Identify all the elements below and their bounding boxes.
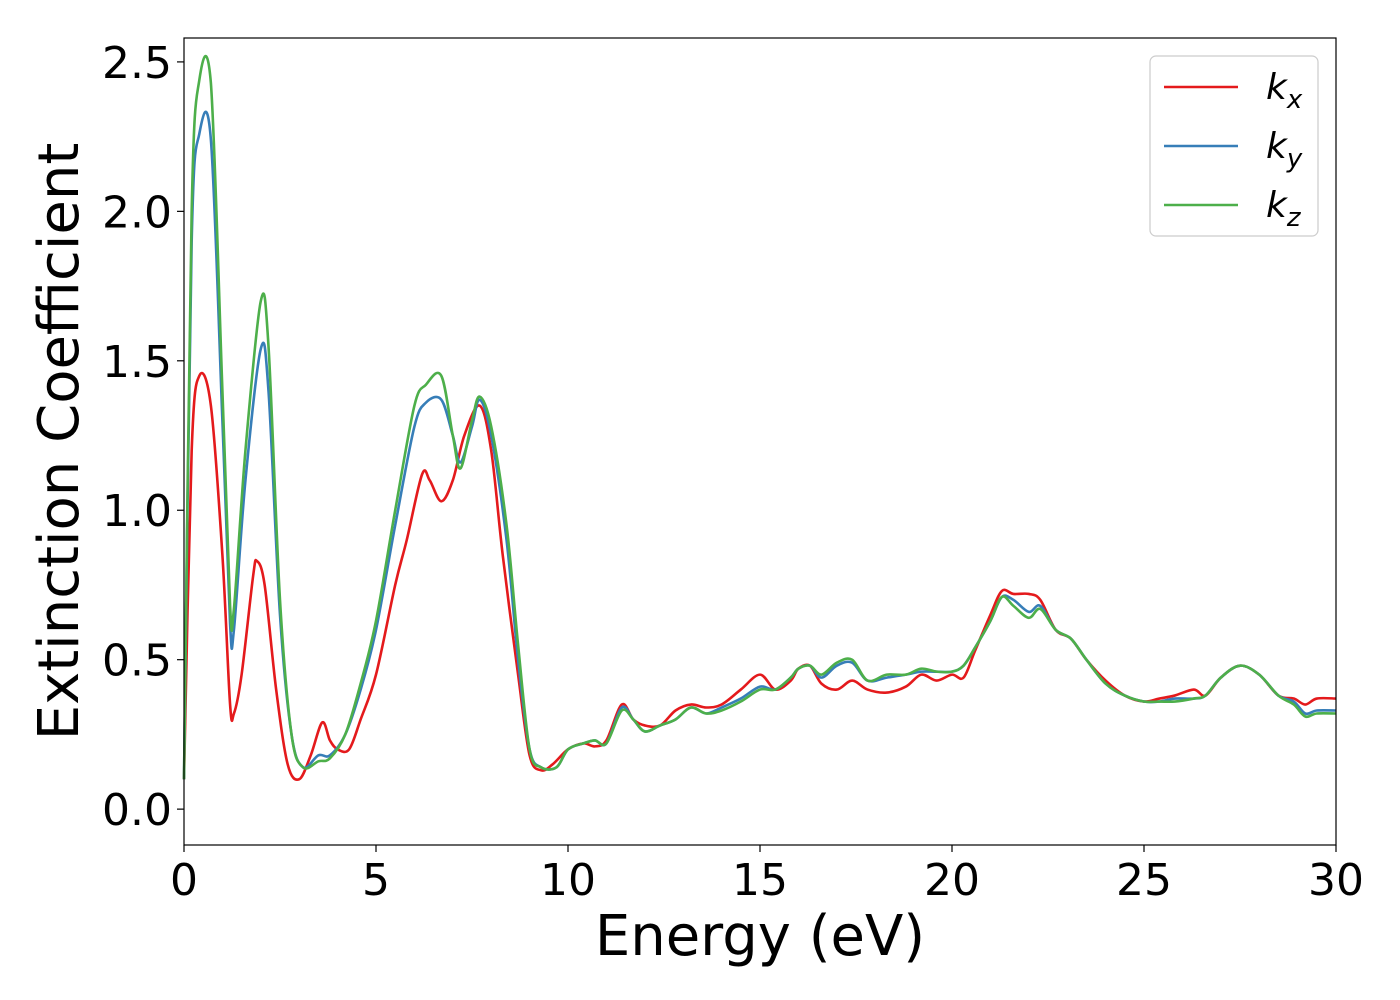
plot-lines <box>182 54 1337 781</box>
x-tick-label: 0 <box>170 855 198 906</box>
y-tick-label: 1.5 <box>102 337 172 388</box>
y-tick-label: 0.0 <box>102 785 172 836</box>
legend: kx ky kz <box>1149 55 1319 237</box>
x-tick-label: 30 <box>1308 855 1364 906</box>
x-tick-label: 10 <box>540 855 596 906</box>
legend-label-z: kz <box>1266 185 1302 233</box>
y-tick-label: 1.0 <box>102 486 172 537</box>
series-line-z <box>182 54 1337 780</box>
legend-label-x: kx <box>1266 67 1303 115</box>
y-tick-label: 2.5 <box>102 38 172 89</box>
x-tick-label: 20 <box>924 855 980 906</box>
y-tick-label: 0.5 <box>102 636 172 687</box>
x-tick-label: 5 <box>362 855 390 906</box>
x-tick-label: 25 <box>1116 855 1172 906</box>
series-line-x <box>182 371 1337 781</box>
x-axis-title: Energy (eV) <box>595 904 925 969</box>
legend-label-y: ky <box>1266 126 1303 174</box>
x-tick-label: 15 <box>732 855 788 906</box>
y-axis: 0.0 0.5 1.0 1.5 2.0 2.5 <box>102 38 184 836</box>
y-tick-label: 2.0 <box>102 187 172 238</box>
y-axis-title: Extinction Coefficient <box>27 143 92 741</box>
x-axis: 0 5 10 15 20 25 30 <box>170 845 1364 906</box>
